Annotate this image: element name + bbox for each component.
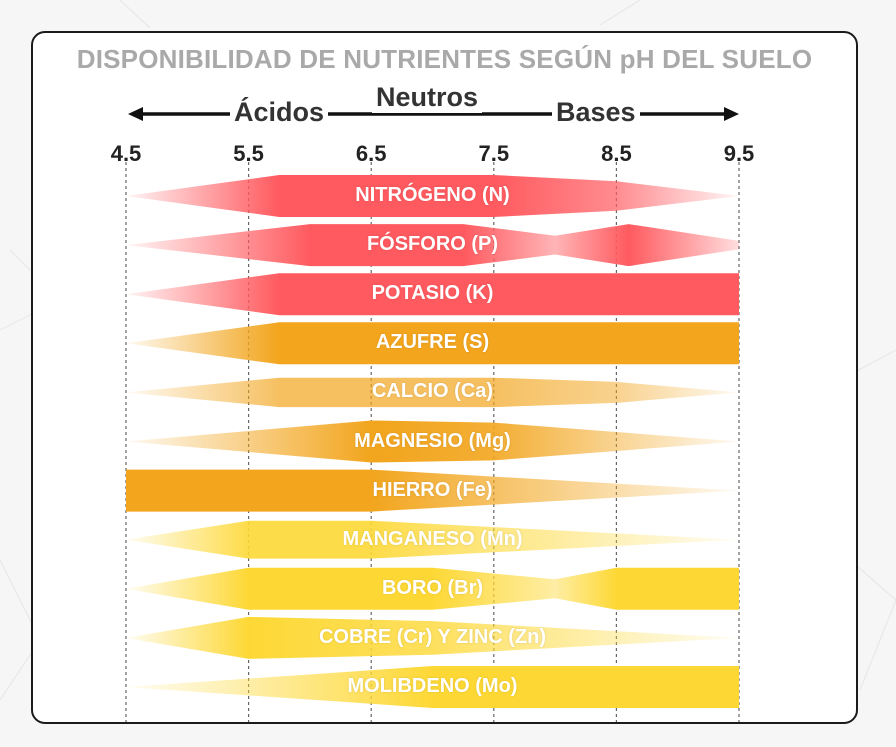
ph-arrow-right-head (724, 107, 739, 121)
band-label: COBRE (Cr) Y ZINC (Zn) (318, 625, 547, 648)
band-label: AZUFRE (S) (375, 331, 490, 354)
tick-label: 5.5 (233, 141, 264, 166)
band-label: NITRÓGENO (N) (355, 184, 510, 206)
band-label: POTASIO (K) (371, 282, 494, 305)
neutral-label: Neutros (372, 82, 483, 113)
band-label: BORO (Br) (381, 576, 484, 599)
band-2 (126, 224, 739, 267)
band-6 (126, 420, 739, 463)
tick-label: 4.5 (110, 141, 142, 166)
band-10 (126, 616, 739, 659)
band-label: MAGNESIO (Mg) (354, 429, 511, 452)
band-label: CALCIO (Ca) (371, 380, 494, 403)
tick-label: 9.5 (723, 141, 755, 166)
ph-arrow-left-head (128, 107, 143, 121)
band-label: MOLIBDENO (Mo) (347, 675, 518, 697)
base-label: Bases (552, 97, 640, 128)
band-9 (126, 567, 739, 610)
band-label: MANGANESO (Mn) (342, 527, 523, 550)
band-7 (126, 469, 739, 512)
band-1 (126, 175, 739, 217)
band-label: HIERRO (Fe) (372, 478, 493, 501)
acid-label: Ácidos (230, 97, 329, 128)
band-11 (126, 666, 739, 708)
tick-label: 7.5 (478, 141, 510, 166)
band-4 (126, 322, 739, 365)
band-8 (126, 520, 739, 559)
tick-label: 6.5 (355, 141, 387, 166)
band-5 (126, 377, 739, 408)
band-label: FÓSFORO (P) (366, 233, 499, 256)
band-3 (126, 273, 739, 316)
chart-title: DISPONIBILIDAD DE NUTRIENTES SEGÚN pH DE… (76, 44, 813, 74)
tick-label: 8.5 (601, 141, 632, 166)
